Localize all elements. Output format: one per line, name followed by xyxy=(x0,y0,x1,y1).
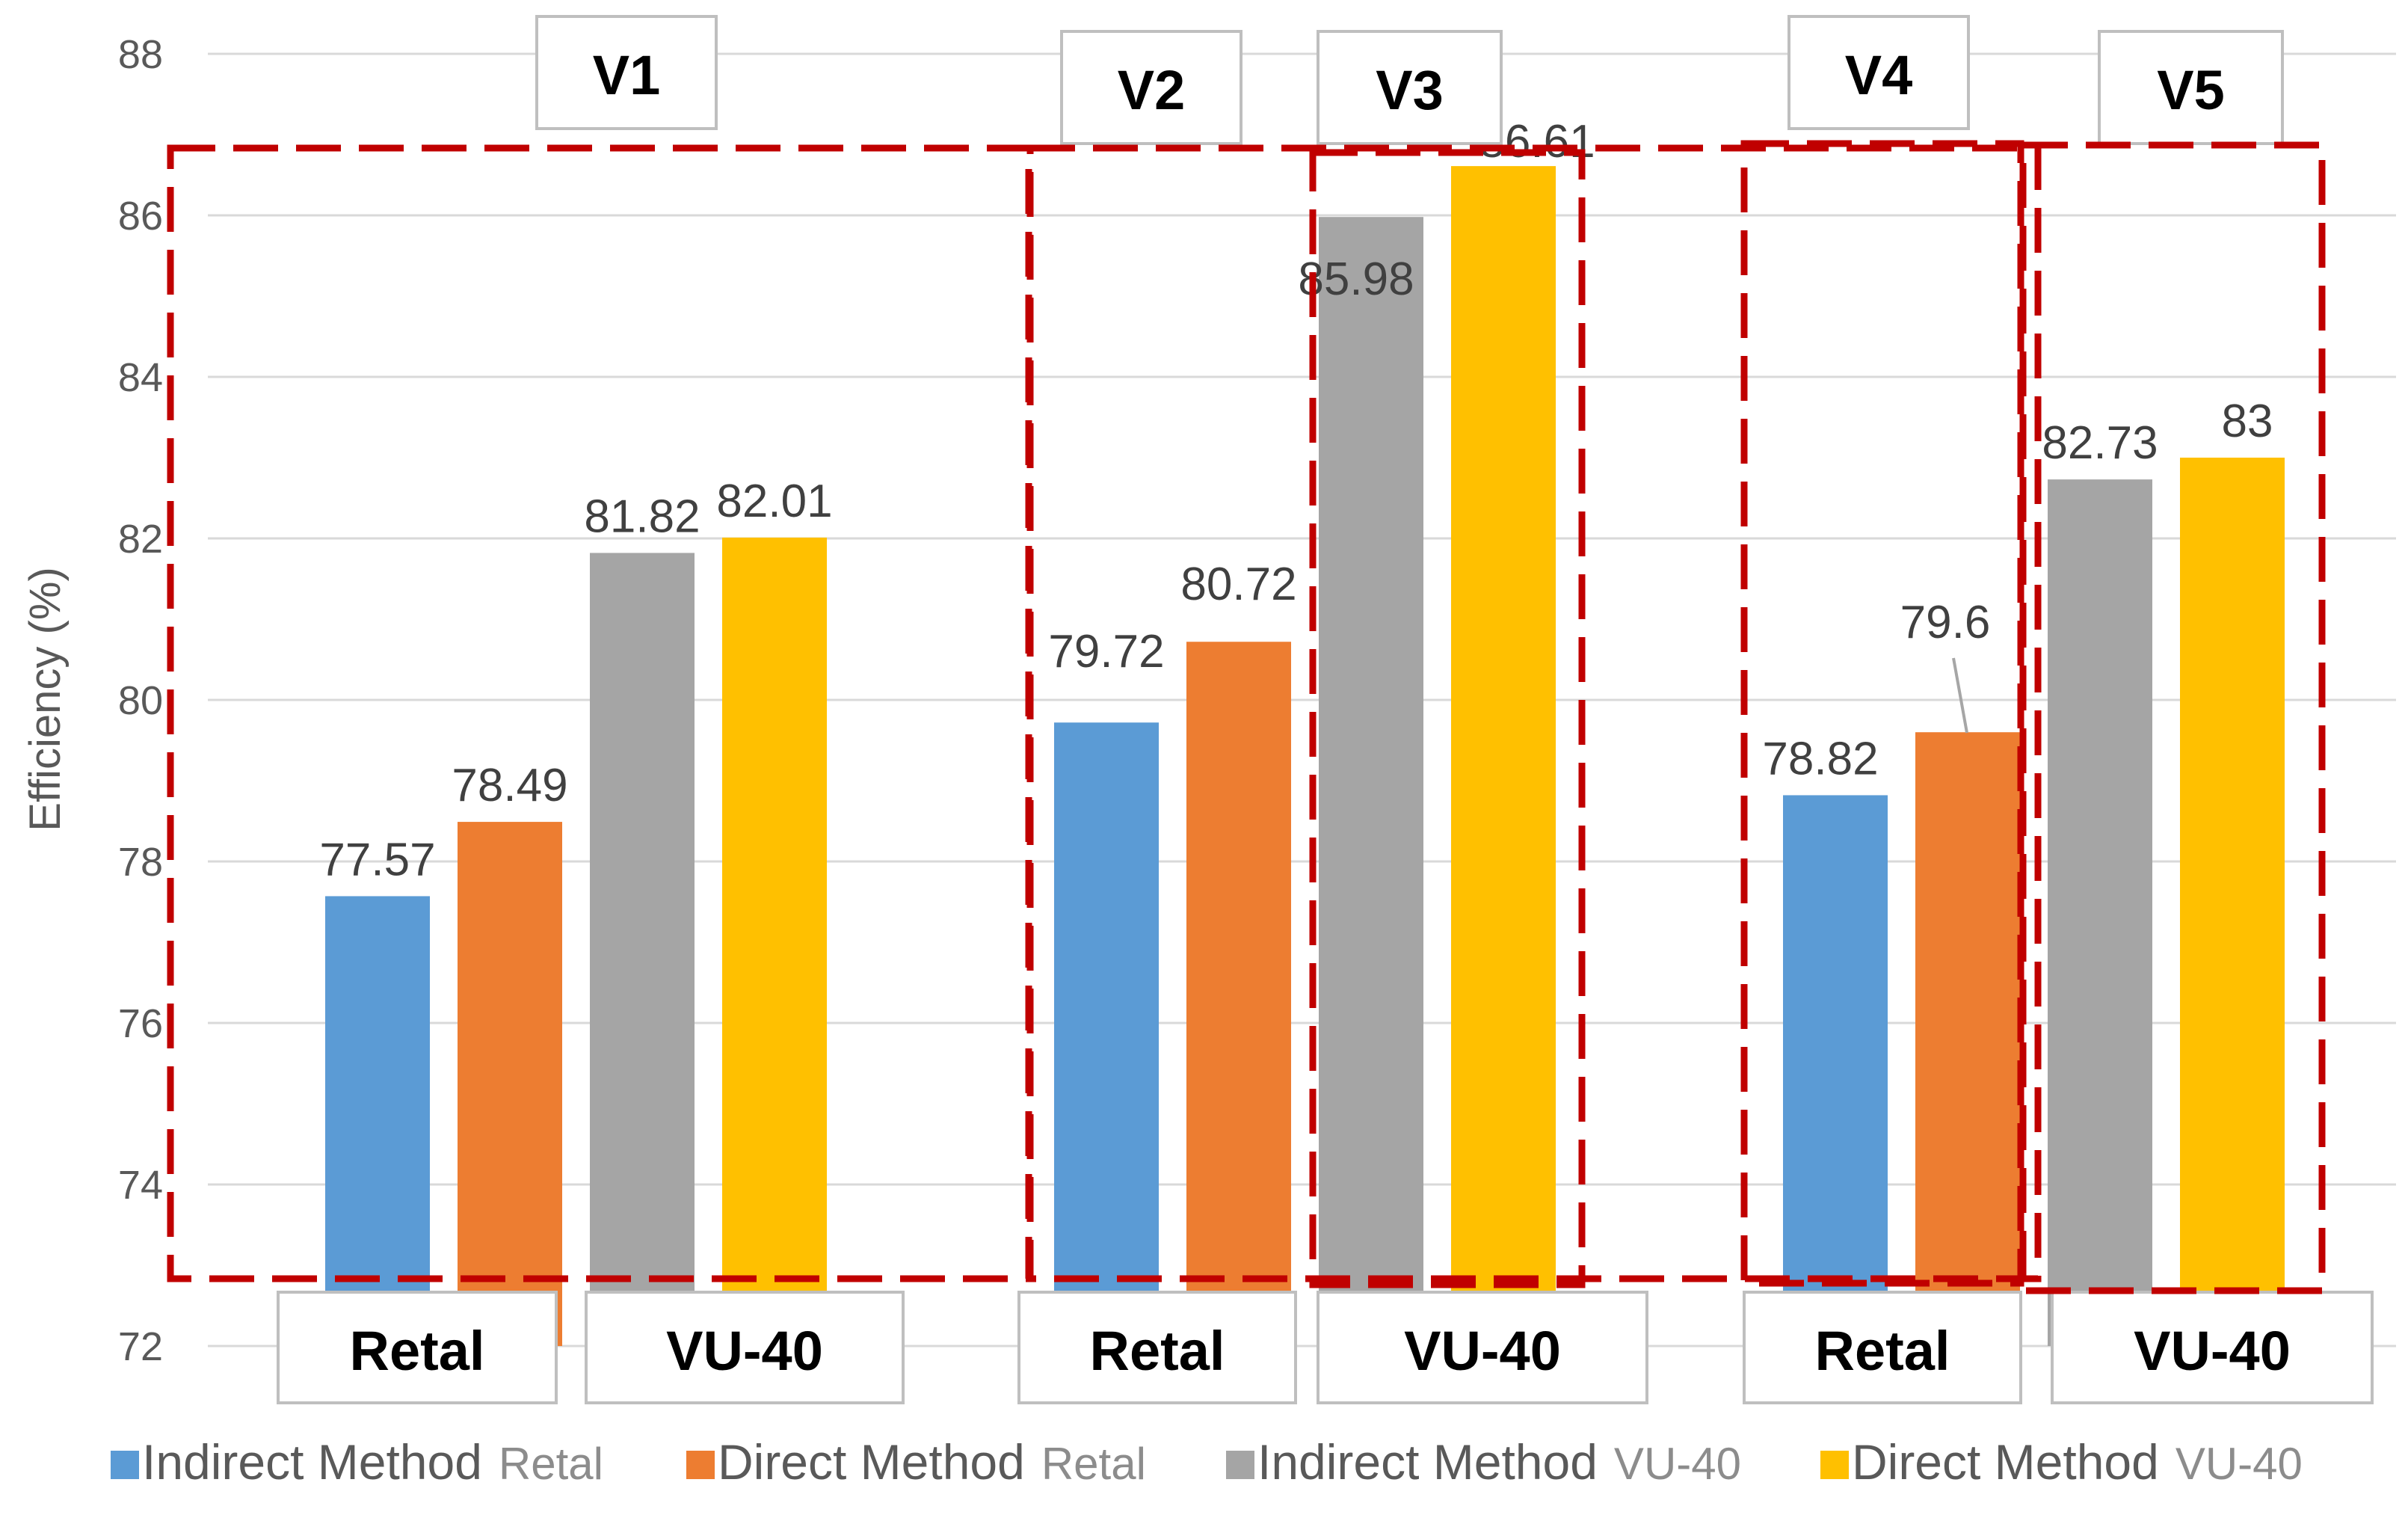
legend-sublabel: VU-40 xyxy=(1614,1439,1741,1489)
version-label: V5 xyxy=(2157,59,2225,121)
material-box xyxy=(1743,1291,2022,1404)
bars xyxy=(325,166,2285,1347)
legend-label: Direct Method xyxy=(1852,1434,2159,1490)
version-box xyxy=(2098,30,2284,145)
bar-indirect-method-vu-40 xyxy=(590,553,695,1347)
material-box xyxy=(2051,1291,2374,1404)
version-label-boxes: V1 V2 V3 V4 V5 xyxy=(535,15,2284,145)
data-label: 77.57 xyxy=(319,834,435,885)
version-label: V3 xyxy=(1376,59,1444,121)
bar-indirect-method-vu-40 xyxy=(1319,217,1423,1346)
data-label: 78.82 xyxy=(1762,733,1878,784)
material-box xyxy=(585,1291,905,1404)
material-box xyxy=(1017,1291,1297,1404)
legend-swatch xyxy=(111,1451,139,1479)
legend-swatch xyxy=(1226,1451,1254,1479)
bar-indirect-method-retal xyxy=(325,896,430,1346)
material-label: VU-40 xyxy=(666,1320,823,1382)
y-tick-label: 84 xyxy=(118,355,163,400)
data-label: 83 xyxy=(2222,396,2273,447)
legend-label: Indirect Method xyxy=(1257,1434,1598,1490)
legend-swatch xyxy=(1820,1451,1849,1479)
version-label: V4 xyxy=(1845,44,1913,106)
data-label: 81.82 xyxy=(584,491,700,542)
highlight-box xyxy=(2019,141,2326,1294)
highlight-box xyxy=(1026,144,2042,1282)
highlight-boxes xyxy=(167,140,2326,1294)
data-label: 82.01 xyxy=(716,476,832,527)
bar-direct-method-vu-40 xyxy=(722,537,827,1347)
y-tick-label: 82 xyxy=(118,517,163,562)
y-tick-label: 86 xyxy=(118,194,163,239)
material-label: Retal xyxy=(350,1320,485,1382)
bar-indirect-method-retal xyxy=(1054,722,1159,1346)
legend-label: Direct Method xyxy=(718,1434,1025,1490)
y-tick-label: 76 xyxy=(118,1001,163,1046)
legend-label: Indirect Method xyxy=(142,1434,482,1490)
bar-direct-method-retal xyxy=(1186,642,1291,1346)
bar-indirect-method-retal xyxy=(1783,795,1888,1346)
version-box xyxy=(1317,30,1503,145)
version-label: V2 xyxy=(1118,59,1186,121)
legend-sublabel: Retal xyxy=(1041,1439,1146,1489)
y-tick-label: 78 xyxy=(118,840,163,885)
version-box xyxy=(1787,15,1970,130)
data-label: 82.73 xyxy=(2042,417,2158,469)
y-tick-label: 80 xyxy=(118,678,163,723)
y-tick-label: 74 xyxy=(118,1163,163,1208)
legend-swatch xyxy=(686,1451,715,1479)
legend-sublabel: Retal xyxy=(499,1439,603,1489)
material-box xyxy=(1317,1291,1648,1404)
material-box xyxy=(277,1291,558,1404)
material-label: Retal xyxy=(1090,1320,1225,1382)
version-box xyxy=(1060,30,1243,145)
bar-direct-method-vu-40 xyxy=(1451,166,1556,1346)
bar-indirect-method-vu-40 xyxy=(2048,479,2152,1347)
bar-direct-method-retal xyxy=(458,822,562,1346)
legend-sublabel: VU-40 xyxy=(2175,1439,2303,1489)
leader-line xyxy=(1952,657,1968,734)
highlight-box xyxy=(1740,140,2024,1287)
y-axis-ticks: 72 74 76 78 80 82 84 86 88 xyxy=(118,32,163,1369)
grid-lines xyxy=(208,52,2396,1348)
bar-direct-method-vu-40 xyxy=(2180,458,2285,1346)
data-label: 85.98 xyxy=(1298,253,1414,305)
data-label: 79.6 xyxy=(1900,597,1991,648)
bar-direct-method-retal xyxy=(1915,732,2020,1346)
version-box xyxy=(535,15,718,130)
material-label-boxes: Retal VU-40 Retal VU-40 Retal VU-40 xyxy=(277,1291,2374,1404)
legend: Indirect Method Retal Direct Method Retal In… xyxy=(111,1434,2303,1490)
data-label: 80.72 xyxy=(1180,559,1296,610)
version-label: V1 xyxy=(593,44,661,106)
material-label: VU-40 xyxy=(2134,1320,2291,1382)
data-label: 78.49 xyxy=(452,760,567,811)
material-label: Retal xyxy=(1815,1320,1950,1382)
y-axis-label: Efficiency (%) xyxy=(21,567,70,831)
material-label: VU-40 xyxy=(1404,1320,1561,1382)
highlight-box xyxy=(1309,149,1586,1288)
data-label: 79.72 xyxy=(1048,626,1164,677)
y-tick-label: 88 xyxy=(118,32,163,77)
y-tick-label: 72 xyxy=(118,1324,163,1369)
